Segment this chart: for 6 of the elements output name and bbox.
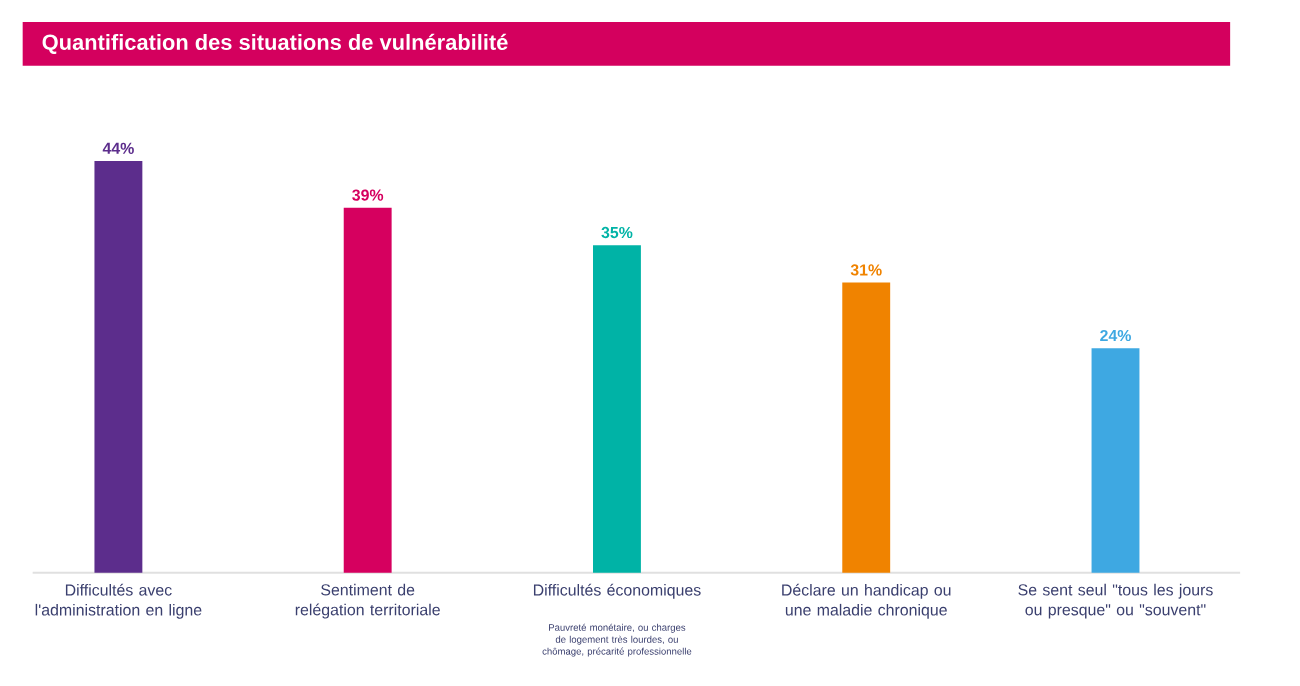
bar [343, 207, 392, 573]
bar [842, 282, 891, 573]
bar [94, 160, 143, 573]
bar [593, 244, 641, 573]
bar [1091, 347, 1140, 573]
chart-title: Quantification des situations de vulnérabilité [42, 33, 508, 54]
